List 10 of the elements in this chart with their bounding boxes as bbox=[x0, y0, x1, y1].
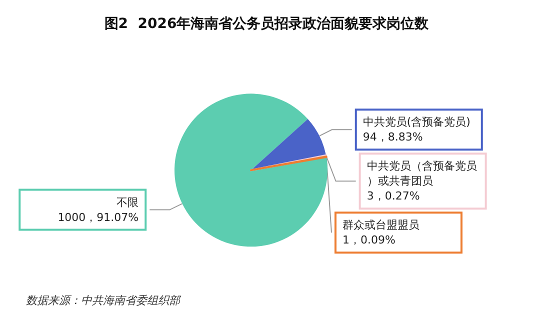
data-label: 94，8.83% bbox=[362, 130, 423, 144]
slice-label: 中共党员(含预备党员) bbox=[362, 116, 470, 129]
data-label: 1，0.09% bbox=[342, 234, 396, 247]
source-note: 数据来源：中共海南省委组织部 bbox=[26, 294, 182, 307]
data-label: 3，0.27% bbox=[366, 190, 420, 203]
slice-label: 不限 bbox=[116, 196, 139, 209]
data-label: 1000，91.07% bbox=[58, 210, 139, 224]
chart-title: 图2 2026年海南省公务员招录政治面貌要求岗位数 bbox=[104, 16, 430, 32]
slice-label: 中共党员（含预备党员）或共青团员 bbox=[366, 160, 477, 188]
slice-label: 群众或台盟盟员 bbox=[342, 218, 420, 232]
